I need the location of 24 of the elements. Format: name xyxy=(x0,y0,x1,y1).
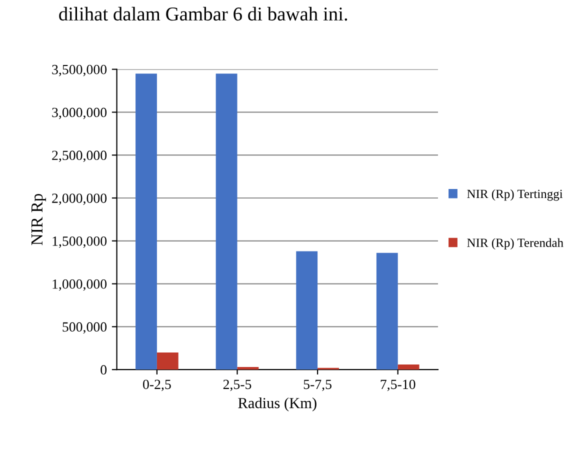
x-tick-label: 7,5-10 xyxy=(380,380,416,392)
legend-label: NIR (Rp) Tertinggi xyxy=(467,189,563,201)
x-tick-label: 2,5-5 xyxy=(223,380,252,392)
y-tick-label: 2,500,000 xyxy=(52,150,107,162)
y-tick-label: 500,000 xyxy=(62,322,107,334)
y-tick-label: 1,500,000 xyxy=(52,236,107,248)
bar xyxy=(216,74,238,370)
x-tick-label: 5-7,5 xyxy=(304,380,332,392)
y-tick-label: 1,000,000 xyxy=(52,279,107,291)
text: dilihat dalam Gambar 6 di bawah ini. xyxy=(59,6,348,21)
bar xyxy=(398,364,420,370)
bar xyxy=(136,74,157,370)
y-tick-label: 0 xyxy=(100,365,107,375)
bar xyxy=(296,251,318,370)
y-tick-label: 3,500,000 xyxy=(52,64,107,76)
y-tick-label: 2,000,000 xyxy=(52,194,107,205)
legend-label: NIR (Rp) Terendah xyxy=(467,238,564,250)
bar xyxy=(237,367,259,370)
x-tick-label: 0-2,5 xyxy=(143,380,171,392)
x-axis-title: Radius (Km) xyxy=(238,397,316,412)
bar xyxy=(156,352,178,370)
y-tick-label: 3,000,000 xyxy=(52,108,107,120)
y-axis-title: NIR Rp xyxy=(32,194,46,246)
bar xyxy=(376,252,398,370)
